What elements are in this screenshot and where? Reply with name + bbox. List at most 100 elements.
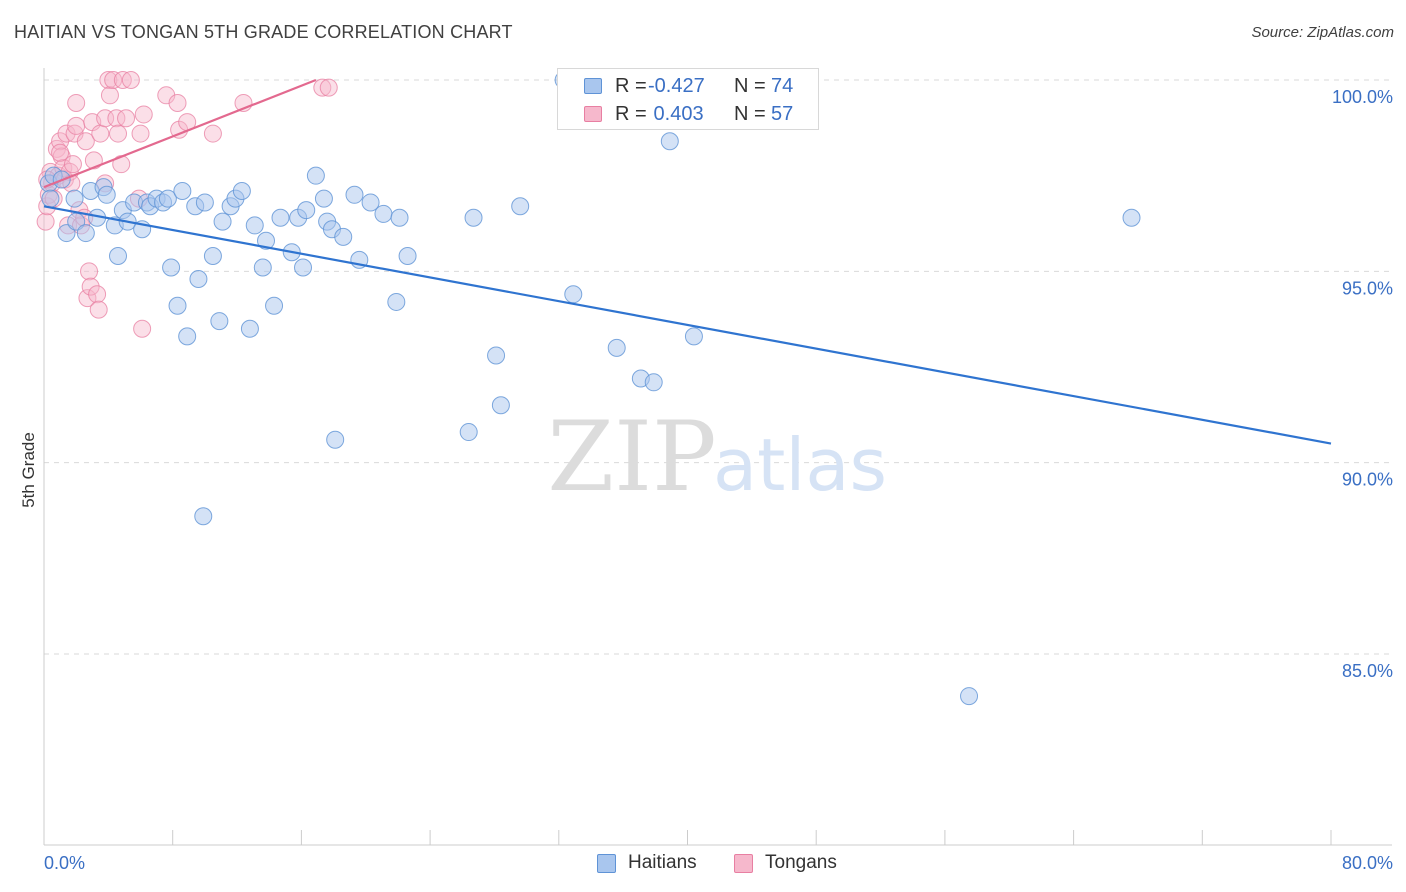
tongans-swatch <box>584 106 602 122</box>
y-tick-label: 100.0% <box>1332 87 1393 107</box>
tongans-point <box>84 151 103 170</box>
axes <box>43 68 1392 846</box>
trend-lines <box>43 78 1332 445</box>
tongans-legend-label: Tongans <box>765 852 837 873</box>
haitians-point <box>194 507 213 526</box>
haitians-point <box>168 296 187 315</box>
haitians-point <box>459 423 478 442</box>
haitians-point <box>158 189 177 208</box>
haitians-legend-label: Haitians <box>628 852 697 873</box>
x-tick-label: 0.0% <box>44 853 85 873</box>
haitians-swatch <box>584 78 602 94</box>
tongans-point <box>67 116 86 135</box>
haitians-point <box>76 224 95 243</box>
x-tick-label: 80.0% <box>1342 853 1393 873</box>
tongans-point <box>168 93 187 112</box>
haitians-point <box>607 338 626 357</box>
legend-n-label: N = <box>734 75 766 97</box>
tongans-point <box>80 262 99 281</box>
haitians-point <box>240 319 259 338</box>
haitians-legend-swatch <box>597 854 616 873</box>
tongans-point <box>67 93 86 112</box>
haitians-point <box>178 327 197 346</box>
tongans-point <box>117 109 136 128</box>
chart-title: HAITIAN VS TONGAN 5TH GRADE CORRELATION … <box>14 22 513 42</box>
haitians-trend-line <box>43 205 1332 445</box>
tongans-trend-line <box>43 78 317 189</box>
haitians-point <box>684 327 703 346</box>
tongans-point <box>76 132 95 151</box>
grid-lines <box>44 79 1392 655</box>
y-tick-label: 95.0% <box>1342 278 1393 298</box>
watermark: ZIP atlas <box>547 401 887 513</box>
tongans-point <box>78 289 97 308</box>
tongans-point <box>134 105 153 124</box>
tongans-point <box>63 155 82 174</box>
haitians-point <box>644 373 663 392</box>
haitians-point <box>387 292 406 311</box>
haitians-point <box>232 181 251 200</box>
legend-n-value: 74 <box>771 75 794 97</box>
haitians-point <box>564 285 583 304</box>
haitians-point <box>361 193 380 212</box>
haitians-point <box>195 193 214 212</box>
tongans-point <box>100 86 119 105</box>
y-tick-label: 90.0% <box>1342 470 1393 490</box>
legend-row-haitians: R = -0.427 N = 74 <box>558 73 820 99</box>
legend-r-value: -0.427 <box>648 75 705 97</box>
haitians-point <box>398 247 417 266</box>
haitians-point <box>511 197 530 216</box>
legend-r-value: 0.403 <box>648 103 704 125</box>
axis-labels: 100.0% 95.0% 90.0% 85.0% 0.0% 80.0% 5th Grade <box>19 87 1393 873</box>
haitians-point <box>189 269 208 288</box>
watermark-zip: ZIP <box>547 401 716 513</box>
haitians-point <box>97 185 116 204</box>
haitians-point <box>213 212 232 231</box>
tongans-point <box>99 71 118 89</box>
haitians-point <box>960 687 979 706</box>
tongans-point <box>313 78 332 97</box>
y-axis-label: 5th Grade <box>19 432 38 508</box>
haitians-point <box>334 227 353 246</box>
haitians-points <box>39 71 1141 706</box>
haitians-point <box>210 312 229 331</box>
tongans-point <box>91 124 110 143</box>
haitians-point <box>660 132 679 151</box>
haitians-point <box>306 166 325 185</box>
haitians-point <box>57 224 76 243</box>
stats-legend: R = -0.427 N = 74 R = 0.403 N = 57 <box>557 68 819 130</box>
haitians-point <box>374 204 393 223</box>
tongans-point <box>133 319 152 338</box>
haitians-point <box>109 247 128 266</box>
haitians-point <box>173 181 192 200</box>
haitians-point <box>271 208 290 227</box>
tongans-point <box>81 277 100 296</box>
haitians-point <box>491 396 510 415</box>
tongans-point <box>51 143 70 162</box>
haitians-point <box>41 189 60 208</box>
legend-n-value: 57 <box>771 103 794 125</box>
haitians-point <box>162 258 181 277</box>
haitians-point <box>390 208 409 227</box>
haitians-point <box>253 258 272 277</box>
legend-n-label: N = <box>734 103 766 125</box>
chart-source: Source: ZipAtlas.com <box>1251 24 1394 41</box>
tongans-point <box>319 78 338 97</box>
tongans-point <box>89 300 108 319</box>
tongans-point <box>36 212 55 231</box>
tongans-legend-swatch <box>734 854 753 873</box>
haitians-point <box>203 247 222 266</box>
legend-row-tongans: R = 0.403 N = 57 <box>558 101 820 127</box>
tongans-point <box>131 124 150 143</box>
haitians-point <box>464 208 483 227</box>
watermark-atlas: atlas <box>713 423 887 507</box>
tongans-point <box>203 124 222 143</box>
haitians-point <box>257 231 276 250</box>
haitians-point <box>345 185 364 204</box>
y-tick-label: 85.0% <box>1342 661 1393 681</box>
tongans-point <box>104 71 123 89</box>
haitians-point <box>245 216 264 235</box>
tongans-point <box>121 71 140 89</box>
